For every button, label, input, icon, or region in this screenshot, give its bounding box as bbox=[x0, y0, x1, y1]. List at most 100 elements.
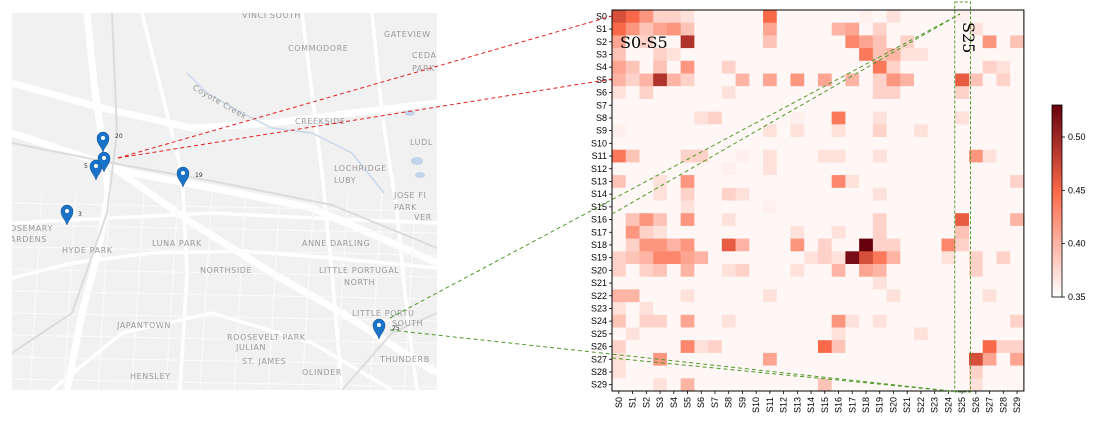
heatmap-cell[interactable] bbox=[708, 10, 723, 24]
heatmap-cell[interactable] bbox=[694, 238, 709, 252]
heatmap-cell[interactable] bbox=[763, 35, 778, 49]
heatmap-cell[interactable] bbox=[886, 137, 901, 151]
heatmap-cell[interactable] bbox=[831, 238, 846, 252]
heatmap-cell[interactable] bbox=[900, 111, 915, 125]
heatmap-cell[interactable] bbox=[680, 365, 695, 379]
heatmap-cell[interactable] bbox=[708, 340, 723, 354]
heatmap-cell[interactable] bbox=[996, 276, 1011, 290]
heatmap-cell[interactable] bbox=[790, 10, 805, 24]
heatmap-cell[interactable] bbox=[968, 48, 984, 62]
heatmap-cell[interactable] bbox=[955, 22, 970, 36]
heatmap-cell[interactable] bbox=[776, 340, 791, 354]
heatmap-cell[interactable] bbox=[914, 98, 929, 112]
heatmap-cell[interactable] bbox=[790, 289, 805, 303]
heatmap-cell[interactable] bbox=[749, 365, 764, 379]
heatmap-cell[interactable] bbox=[982, 238, 997, 252]
heatmap-cell[interactable] bbox=[900, 276, 915, 290]
heatmap-cell[interactable] bbox=[612, 238, 627, 252]
heatmap-cell[interactable] bbox=[859, 35, 874, 49]
heatmap-cell[interactable] bbox=[680, 276, 695, 290]
heatmap-cell[interactable] bbox=[708, 302, 723, 316]
heatmap-cell[interactable] bbox=[914, 352, 929, 366]
heatmap-cell[interactable] bbox=[763, 149, 778, 163]
heatmap-cell[interactable] bbox=[763, 98, 778, 112]
heatmap-cell[interactable] bbox=[708, 276, 723, 290]
heatmap-cell[interactable] bbox=[941, 22, 956, 36]
heatmap-cell[interactable] bbox=[872, 225, 887, 239]
heatmap-cell[interactable] bbox=[817, 48, 833, 62]
heatmap-cell[interactable] bbox=[831, 86, 846, 100]
heatmap-cell[interactable] bbox=[859, 340, 874, 354]
heatmap-cell[interactable] bbox=[666, 35, 682, 49]
heatmap-cell[interactable] bbox=[708, 251, 723, 265]
heatmap-cell[interactable] bbox=[625, 327, 640, 341]
heatmap-cell[interactable] bbox=[927, 48, 942, 62]
heatmap-cell[interactable] bbox=[955, 340, 970, 354]
heatmap-cell[interactable] bbox=[776, 10, 791, 24]
heatmap-cell[interactable] bbox=[845, 238, 860, 252]
heatmap-cell[interactable] bbox=[612, 340, 627, 354]
heatmap-cell[interactable] bbox=[639, 264, 654, 278]
heatmap-cell[interactable] bbox=[859, 352, 874, 366]
heatmap-cell[interactable] bbox=[694, 365, 709, 379]
heatmap-cell[interactable] bbox=[845, 302, 860, 316]
heatmap-cell[interactable] bbox=[872, 48, 887, 62]
heatmap-cell[interactable] bbox=[721, 340, 736, 354]
heatmap-cell[interactable] bbox=[927, 162, 942, 176]
heatmap-cell[interactable] bbox=[845, 213, 860, 227]
heatmap-cell[interactable] bbox=[968, 149, 984, 163]
heatmap-cell[interactable] bbox=[941, 314, 956, 328]
heatmap-cell[interactable] bbox=[653, 22, 668, 36]
heatmap-cell[interactable] bbox=[804, 340, 819, 354]
heatmap-cell[interactable] bbox=[845, 124, 860, 138]
heatmap-cell[interactable] bbox=[1010, 35, 1025, 49]
heatmap-cell[interactable] bbox=[955, 73, 970, 87]
heatmap-cell[interactable] bbox=[708, 35, 723, 49]
heatmap-cell[interactable] bbox=[941, 251, 956, 265]
heatmap-cell[interactable] bbox=[982, 149, 997, 163]
heatmap-cell[interactable] bbox=[625, 111, 640, 125]
heatmap-cell[interactable] bbox=[639, 35, 654, 49]
heatmap-cell[interactable] bbox=[900, 98, 915, 112]
heatmap-cell[interactable] bbox=[886, 73, 901, 87]
heatmap-cell[interactable] bbox=[914, 73, 929, 87]
heatmap-cell[interactable] bbox=[968, 225, 984, 239]
heatmap-cell[interactable] bbox=[790, 60, 805, 74]
heatmap-cell[interactable] bbox=[735, 200, 750, 214]
heatmap-cell[interactable] bbox=[955, 35, 970, 49]
heatmap-cell[interactable] bbox=[763, 302, 778, 316]
heatmap-cell[interactable] bbox=[804, 48, 819, 62]
heatmap-cell[interactable] bbox=[749, 213, 764, 227]
heatmap-cell[interactable] bbox=[763, 73, 778, 87]
heatmap-cell[interactable] bbox=[900, 327, 915, 341]
heatmap-cell[interactable] bbox=[763, 111, 778, 125]
heatmap-cell[interactable] bbox=[639, 124, 654, 138]
heatmap-cell[interactable] bbox=[996, 340, 1011, 354]
heatmap-cell[interactable] bbox=[996, 124, 1011, 138]
heatmap-cell[interactable] bbox=[625, 124, 640, 138]
heatmap-cell[interactable] bbox=[735, 264, 750, 278]
heatmap-cell[interactable] bbox=[900, 213, 915, 227]
heatmap-cell[interactable] bbox=[886, 327, 901, 341]
heatmap-cell[interactable] bbox=[1010, 86, 1025, 100]
heatmap-cell[interactable] bbox=[625, 378, 640, 392]
heatmap-cell[interactable] bbox=[1010, 327, 1025, 341]
heatmap-cell[interactable] bbox=[968, 251, 984, 265]
heatmap-cell[interactable] bbox=[941, 48, 956, 62]
heatmap-cell[interactable] bbox=[639, 378, 654, 392]
heatmap-cell[interactable] bbox=[914, 60, 929, 74]
heatmap-cell[interactable] bbox=[817, 73, 833, 87]
heatmap-cell[interactable] bbox=[708, 327, 723, 341]
heatmap-cell[interactable] bbox=[982, 22, 997, 36]
heatmap-cell[interactable] bbox=[625, 314, 640, 328]
heatmap-cell[interactable] bbox=[968, 276, 984, 290]
heatmap-cell[interactable] bbox=[968, 98, 984, 112]
heatmap-cell[interactable] bbox=[914, 187, 929, 201]
heatmap-cell[interactable] bbox=[804, 352, 819, 366]
heatmap-cell[interactable] bbox=[653, 251, 668, 265]
heatmap-cell[interactable] bbox=[872, 289, 887, 303]
heatmap-cell[interactable] bbox=[900, 314, 915, 328]
heatmap-cell[interactable] bbox=[955, 149, 970, 163]
heatmap-cell[interactable] bbox=[996, 98, 1011, 112]
heatmap-cell[interactable] bbox=[927, 98, 942, 112]
